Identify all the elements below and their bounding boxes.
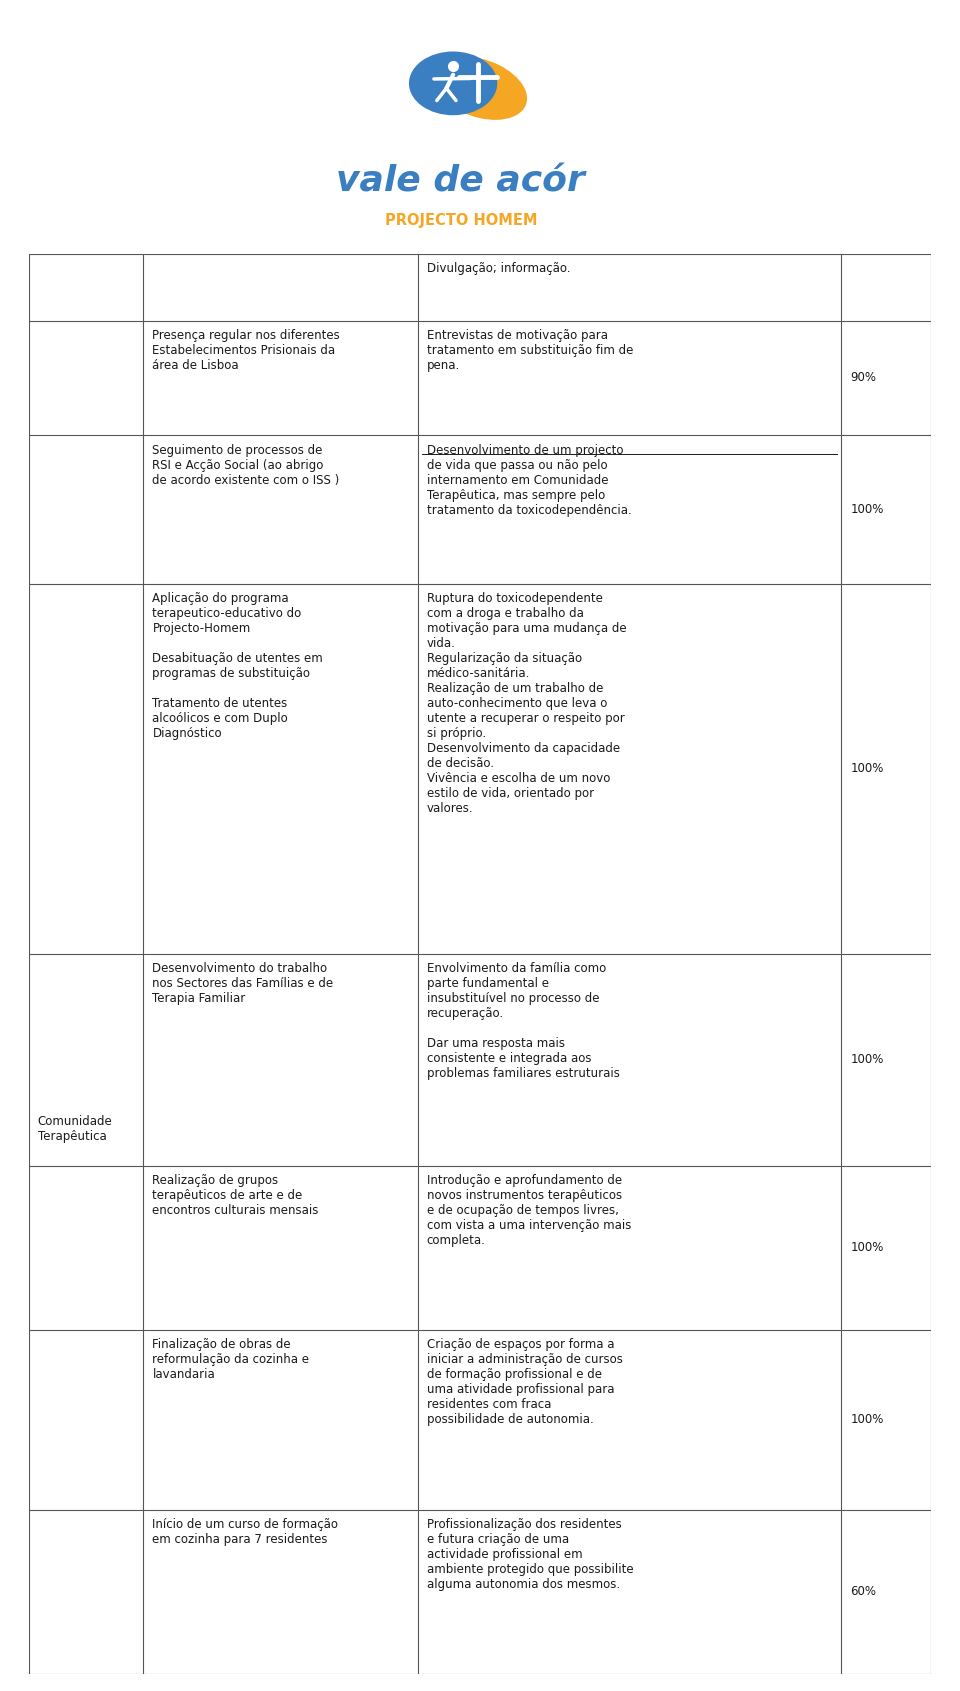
Text: Início de um curso de formação
em cozinha para 7 residentes: Início de um curso de formação em cozinh… [153,1519,339,1546]
Text: Realização de grupos
terapêuticos de arte e de
encontros culturais mensais: Realização de grupos terapêuticos de art… [153,1174,319,1218]
Text: PROJECTO HOMEM: PROJECTO HOMEM [385,213,537,228]
Text: Divulgação; informação.: Divulgação; informação. [426,262,570,276]
Text: 90%: 90% [851,372,876,384]
Text: 100%: 100% [851,763,884,774]
Text: Ruptura do toxicodependente
com a droga e trabalho da
motivação para uma mudança: Ruptura do toxicodependente com a droga … [426,592,626,815]
Text: Envolvimento da família como
parte fundamental e
insubstituível no processo de
r: Envolvimento da família como parte funda… [426,962,619,1081]
Text: vale de acór: vale de acór [336,164,586,198]
Text: Criação de espaços por forma a
iniciar a administração de cursos
de formação pro: Criação de espaços por forma a iniciar a… [426,1338,623,1426]
Text: 100%: 100% [851,1414,884,1426]
Ellipse shape [433,57,527,120]
Text: 100%: 100% [851,1241,884,1255]
Text: Finalização de obras de
reformulação da cozinha e
lavandaria: Finalização de obras de reformulação da … [153,1338,309,1382]
Text: Aplicação do programa
terapeutico-educativo do
Projecto-Homem

Desabituação de u: Aplicação do programa terapeutico-educat… [153,592,324,741]
Text: Seguimento de processos de
RSI e Acção Social (ao abrigo
de acordo existente com: Seguimento de processos de RSI e Acção S… [153,445,340,487]
Text: Introdução e aprofundamento de
novos instrumentos terapêuticos
e de ocupação de : Introdução e aprofundamento de novos ins… [426,1174,631,1246]
Text: Desenvolvimento do trabalho
nos Sectores das Famílias e de
Terapia Familiar: Desenvolvimento do trabalho nos Sectores… [153,962,334,1004]
Text: Comunidade
Terapêutica: Comunidade Terapêutica [37,1114,112,1143]
Text: Presença regular nos diferentes
Estabelecimentos Prisionais da
área de Lisboa: Presença regular nos diferentes Estabele… [153,330,340,372]
Text: Desenvolvimento de um projecto
de vida que passa ou não pelo
internamento em Com: Desenvolvimento de um projecto de vida q… [426,445,632,517]
Text: 100%: 100% [851,1053,884,1065]
Text: Profissionalização dos residentes
e futura criação de uma
actividade profissiona: Profissionalização dos residentes e futu… [426,1519,634,1591]
Ellipse shape [409,51,497,115]
Text: Entrevistas de motivação para
tratamento em substituição fim de
pena.: Entrevistas de motivação para tratamento… [426,330,633,372]
Text: 100%: 100% [851,502,884,516]
Text: 60%: 60% [851,1586,876,1598]
